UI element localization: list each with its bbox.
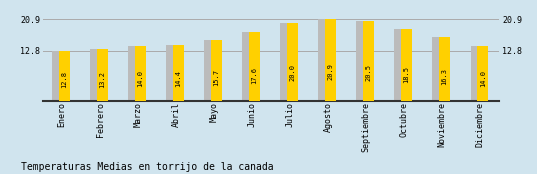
Bar: [394, 29, 405, 101]
Bar: [477, 46, 488, 101]
Bar: [242, 32, 253, 101]
Text: 20.5: 20.5: [366, 64, 372, 81]
Text: 20.0: 20.0: [289, 64, 295, 81]
Text: 16.3: 16.3: [441, 68, 448, 85]
Text: 18.5: 18.5: [404, 66, 410, 83]
Bar: [128, 46, 139, 101]
Bar: [432, 37, 443, 101]
Text: 14.0: 14.0: [480, 70, 485, 87]
Bar: [287, 23, 298, 101]
Bar: [173, 45, 184, 101]
Bar: [363, 21, 374, 101]
Bar: [401, 29, 412, 101]
Text: 20.9: 20.9: [328, 64, 333, 81]
Bar: [211, 39, 222, 101]
Bar: [318, 19, 329, 101]
Bar: [97, 49, 107, 101]
Bar: [59, 51, 70, 101]
Text: 12.8: 12.8: [61, 71, 67, 88]
Bar: [52, 51, 63, 101]
Bar: [439, 37, 450, 101]
Bar: [204, 39, 215, 101]
Bar: [166, 45, 177, 101]
Text: 13.2: 13.2: [99, 71, 105, 88]
Bar: [249, 32, 260, 101]
Bar: [470, 46, 481, 101]
Text: 14.4: 14.4: [176, 70, 182, 87]
Bar: [357, 21, 367, 101]
Bar: [280, 23, 291, 101]
Bar: [325, 19, 336, 101]
Bar: [90, 49, 101, 101]
Text: 17.6: 17.6: [251, 67, 257, 84]
Text: 14.0: 14.0: [137, 70, 143, 87]
Text: 15.7: 15.7: [213, 69, 220, 86]
Bar: [135, 46, 146, 101]
Text: Temperaturas Medias en torrijo de la canada: Temperaturas Medias en torrijo de la can…: [21, 162, 274, 172]
